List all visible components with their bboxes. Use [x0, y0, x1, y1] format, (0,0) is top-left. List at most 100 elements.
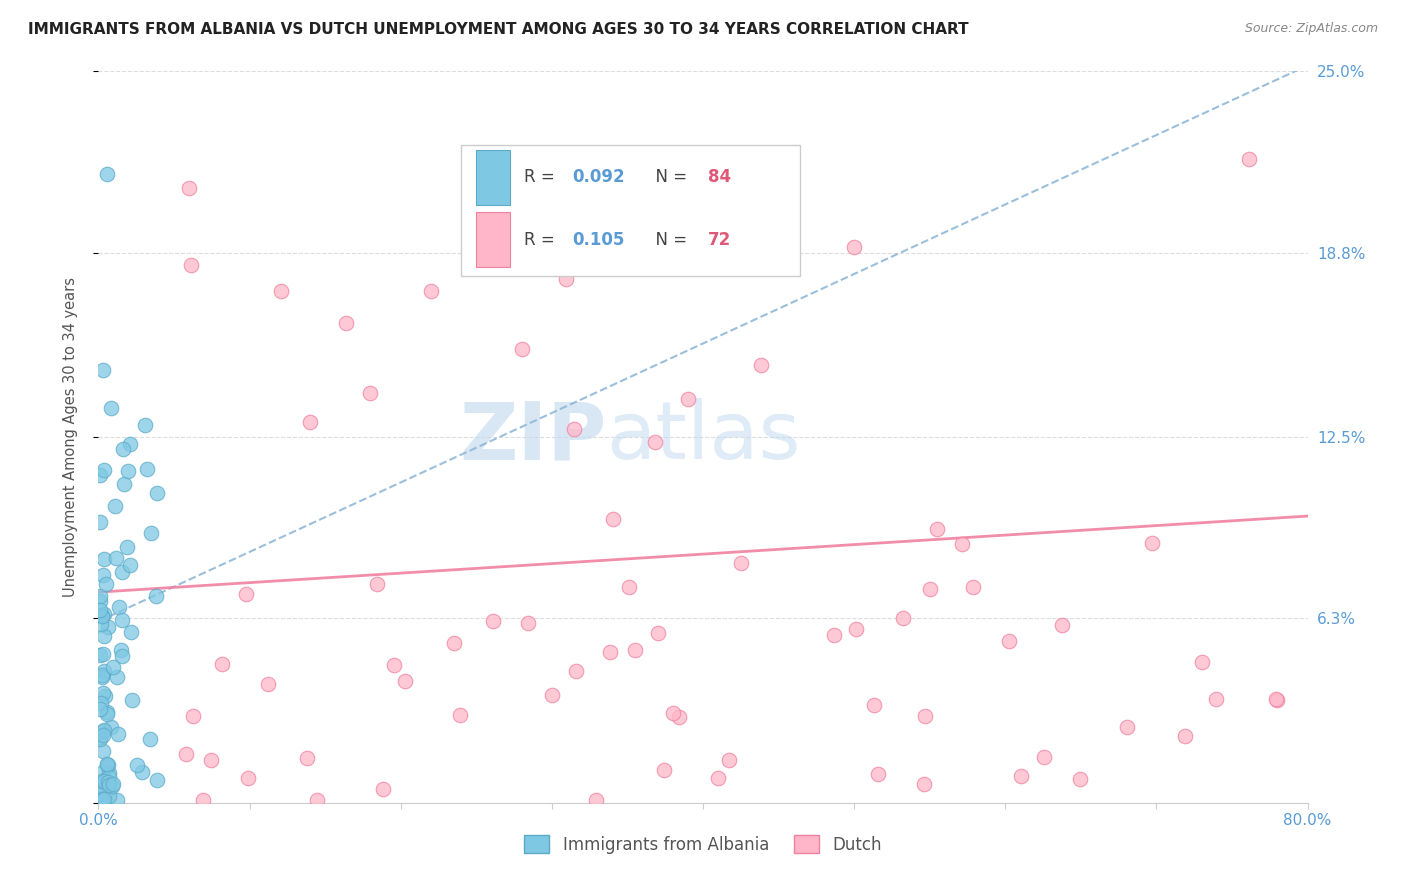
Point: [394, 674, 416, 689]
Point: [120, 625, 142, 640]
Point: [299, 416, 322, 430]
FancyBboxPatch shape: [475, 150, 509, 205]
Point: [644, 434, 666, 449]
Point: [97, 619, 120, 633]
Point: [89, 594, 111, 608]
Point: [180, 258, 202, 272]
Point: [1116, 720, 1139, 734]
Point: [101, 660, 124, 674]
Point: [914, 709, 936, 723]
Point: [111, 648, 134, 663]
Point: [97, 774, 120, 789]
Point: [449, 707, 471, 722]
Point: [599, 645, 621, 659]
Point: [91, 668, 114, 682]
Point: [117, 464, 139, 478]
Point: [893, 611, 915, 625]
Point: [89, 648, 111, 662]
Point: [717, 753, 740, 767]
Point: [420, 284, 443, 298]
Point: [950, 537, 973, 551]
Text: 0.105: 0.105: [572, 231, 624, 249]
Point: [335, 316, 357, 330]
Point: [93, 665, 115, 679]
Point: [602, 512, 624, 526]
Point: [918, 582, 941, 597]
Point: [105, 550, 128, 565]
Point: [1237, 152, 1260, 166]
Point: [93, 607, 115, 622]
Text: N =: N =: [645, 231, 692, 249]
Point: [585, 793, 607, 807]
Text: Source: ZipAtlas.com: Source: ZipAtlas.com: [1244, 22, 1378, 36]
Point: [101, 779, 124, 793]
Point: [443, 636, 465, 650]
Point: [105, 670, 128, 684]
Point: [90, 617, 112, 632]
Point: [104, 499, 127, 513]
Point: [107, 599, 129, 614]
Point: [89, 702, 111, 716]
Point: [270, 284, 292, 298]
Point: [93, 774, 115, 789]
Point: [96, 167, 118, 181]
Point: [146, 772, 169, 787]
Point: [360, 386, 382, 401]
Point: [652, 763, 675, 777]
Point: [1050, 617, 1073, 632]
Point: [139, 526, 162, 541]
Point: [103, 777, 125, 791]
Point: [91, 728, 114, 742]
Point: [749, 359, 772, 373]
Point: [89, 788, 111, 802]
Point: [112, 477, 135, 491]
Text: 72: 72: [707, 231, 731, 249]
Point: [179, 181, 201, 195]
Text: N =: N =: [645, 169, 692, 186]
Point: [540, 688, 562, 702]
FancyBboxPatch shape: [461, 145, 800, 277]
Point: [1033, 749, 1056, 764]
Point: [962, 580, 984, 594]
Point: [94, 689, 117, 703]
Point: [93, 628, 115, 642]
Point: [89, 468, 111, 483]
Point: [844, 240, 866, 254]
Point: [912, 776, 935, 790]
Point: [131, 764, 153, 779]
Point: [371, 781, 394, 796]
Point: [174, 747, 197, 761]
Text: R =: R =: [524, 231, 560, 249]
Point: [1264, 692, 1286, 706]
Point: [366, 577, 388, 591]
Point: [97, 789, 120, 804]
Point: [100, 401, 122, 415]
Point: [90, 609, 112, 624]
Point: [555, 272, 578, 286]
Point: [127, 758, 149, 772]
Point: [1205, 691, 1227, 706]
Point: [100, 720, 122, 734]
Point: [845, 622, 868, 636]
Text: atlas: atlas: [606, 398, 800, 476]
Point: [925, 522, 948, 536]
Point: [112, 442, 135, 457]
Point: [91, 774, 114, 789]
Point: [562, 422, 585, 436]
Point: [93, 723, 115, 737]
Point: [307, 793, 329, 807]
Point: [134, 418, 156, 433]
Point: [110, 643, 132, 657]
Point: [94, 577, 117, 591]
Point: [661, 706, 683, 720]
Point: [89, 590, 111, 604]
Point: [863, 698, 886, 713]
Point: [94, 774, 117, 789]
Point: [647, 626, 669, 640]
Point: [565, 665, 588, 679]
Point: [730, 556, 752, 570]
FancyBboxPatch shape: [475, 212, 509, 267]
Point: [91, 568, 114, 582]
Point: [616, 181, 638, 195]
Point: [382, 657, 405, 672]
